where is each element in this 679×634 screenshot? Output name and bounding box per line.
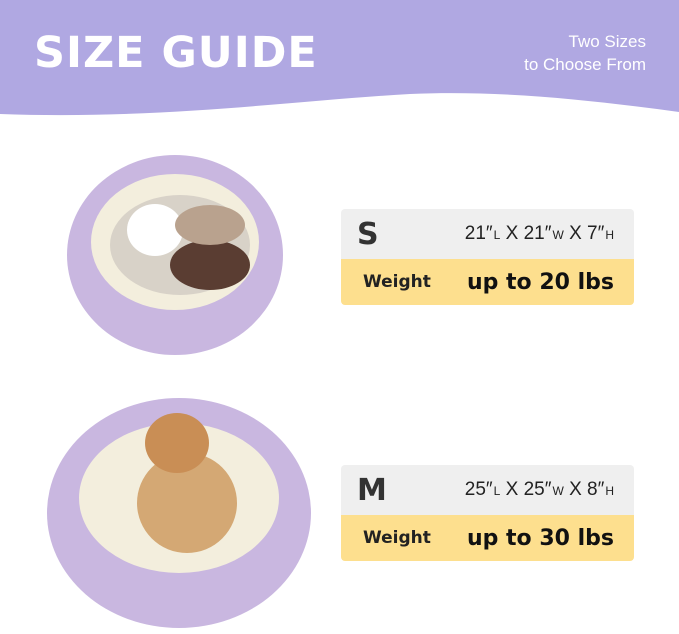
header-banner [0, 0, 679, 116]
dimensions-row: M 25″L X 25″W X 8″H [341, 465, 634, 515]
size-label: S [357, 216, 379, 252]
subtitle-line-2: to Choose From [524, 55, 646, 74]
weight-label: Weight [363, 528, 431, 548]
subtitle-line-1: Two Sizes [568, 32, 646, 51]
subtitle: Two Sizes to Choose From [524, 30, 646, 76]
weight-row: Weight up to 20 lbs [341, 259, 634, 305]
dimensions-row: S 21″L X 21″W X 7″H [341, 209, 634, 259]
small-bed-with-cat-image [67, 155, 283, 355]
size-card-small: S 21″L X 21″W X 7″H Weight up to 20 lbs [341, 209, 634, 305]
weight-row: Weight up to 30 lbs [341, 515, 634, 561]
page-title: SIZE GUIDE [34, 28, 318, 78]
dimensions: 21″L X 21″W X 7″H [464, 223, 614, 244]
dimensions: 25″L X 25″W X 8″H [464, 479, 614, 500]
weight-value: up to 20 lbs [466, 269, 614, 295]
medium-bed-with-dog-image [47, 398, 311, 628]
weight-value: up to 30 lbs [466, 525, 614, 551]
size-card-medium: M 25″L X 25″W X 8″H Weight up to 30 lbs [341, 465, 634, 561]
size-label: M [357, 472, 387, 508]
weight-label: Weight [363, 272, 431, 292]
